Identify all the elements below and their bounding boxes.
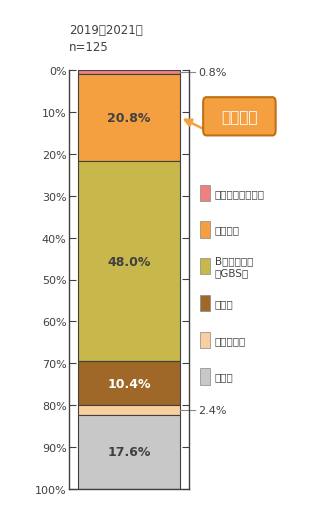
Bar xyxy=(78,415,180,489)
Text: ブドウ球菌: ブドウ球菌 xyxy=(215,335,246,345)
Text: 肺炎球菌: 肺炎球菌 xyxy=(221,109,258,125)
Bar xyxy=(78,71,180,75)
Bar xyxy=(78,405,180,415)
Text: 大腸菌: 大腸菌 xyxy=(215,298,234,308)
Text: 2.4%: 2.4% xyxy=(198,405,227,415)
Text: 17.6%: 17.6% xyxy=(107,445,151,459)
Text: その他: その他 xyxy=(215,372,234,382)
Text: 20.8%: 20.8% xyxy=(107,111,151,125)
Text: 0.8%: 0.8% xyxy=(198,68,227,78)
Text: 肺炎球菌: 肺炎球菌 xyxy=(215,225,240,235)
Text: 2019～2021年
n=125: 2019～2021年 n=125 xyxy=(69,23,143,53)
Text: 10.4%: 10.4% xyxy=(107,377,151,390)
Bar xyxy=(78,75,180,161)
Bar xyxy=(78,161,180,362)
Bar xyxy=(78,362,180,405)
Text: インフルエンザ菌: インフルエンザ菌 xyxy=(215,188,265,199)
Text: 48.0%: 48.0% xyxy=(107,255,151,268)
Text: B群溶レン菌
（GBS）: B群溶レン菌 （GBS） xyxy=(215,256,253,277)
